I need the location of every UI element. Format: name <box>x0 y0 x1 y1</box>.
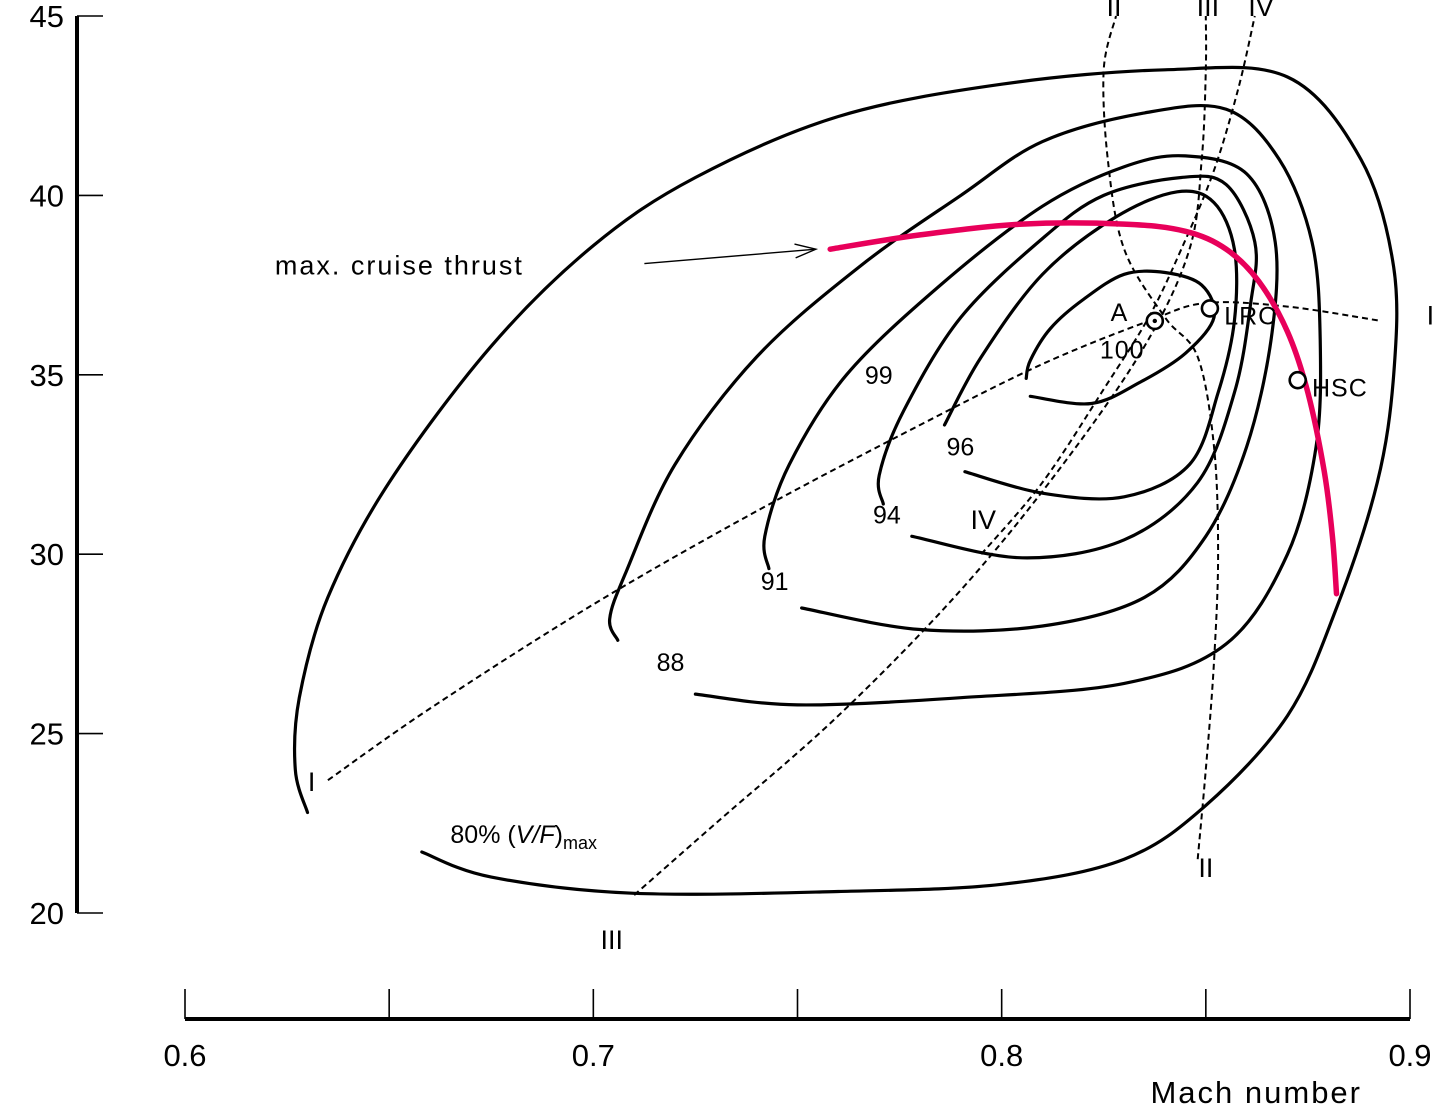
thrust-arrowhead <box>794 243 819 259</box>
x-tick-label: 0.9 <box>1388 1038 1431 1073</box>
point-marker-hsc <box>1288 370 1308 390</box>
contour-label-96: 96 <box>947 434 975 462</box>
point-label-hsc: HSC <box>1312 374 1368 402</box>
guide-label-IV-start: IV <box>971 505 997 535</box>
guide-lines <box>327 15 1382 896</box>
x-tick-label: 0.6 <box>163 1038 206 1073</box>
contour-91 <box>762 154 1279 633</box>
point-label-100: 100 <box>1100 337 1145 365</box>
guide-label-III-start: III <box>600 925 623 955</box>
max-cruise-thrust-label: max. cruise thrust <box>275 250 524 280</box>
guide-label-I-start: I <box>308 767 316 797</box>
contour-80 <box>292 65 1399 896</box>
contour-96 <box>942 189 1239 501</box>
point-center-a <box>1152 318 1157 324</box>
contour-99 <box>1024 269 1217 406</box>
contour-94 <box>876 174 1258 560</box>
guide-line-I <box>327 301 1382 782</box>
guide-label-IV-end: IV <box>1248 0 1274 22</box>
guide-label-I-end: I <box>1427 301 1435 331</box>
chart-labels: 80% (V/F)max8891949699IIIIIIIIIIIIIVIVma… <box>275 0 1434 955</box>
thrust-label-arrow <box>644 248 816 265</box>
y-tick-label: 25 <box>30 717 64 752</box>
axes: 20 25 30 35 40 45 0.6 0.7 0.8 0.9 Mach number <box>30 0 1432 1105</box>
contour-label-91: 91 <box>761 568 789 596</box>
point-marker-lrc <box>1200 299 1220 318</box>
guide-line-III <box>633 15 1208 896</box>
contour-label-80: 80% (V/F)max <box>450 821 597 853</box>
y-tick-label: 35 <box>30 358 64 393</box>
guide-label-II-end: II <box>1106 0 1121 22</box>
y-tick-label: 30 <box>30 537 64 572</box>
contour-label-99: 99 <box>865 362 893 390</box>
guide-label-II-start: II <box>1198 853 1213 883</box>
x-axis-title: Mach number <box>1150 1075 1362 1105</box>
max-cruise-thrust-line <box>827 220 1340 597</box>
y-tick-label: 40 <box>30 178 64 213</box>
contour-label-88: 88 <box>657 649 685 677</box>
contour-88 <box>607 104 1323 707</box>
y-tick-label: 45 <box>30 0 64 34</box>
guide-label-III-end: III <box>1197 0 1220 22</box>
contour-label-94: 94 <box>873 502 901 530</box>
point-label-a: A <box>1111 299 1129 327</box>
operating-points <box>1145 299 1308 390</box>
y-tick-label: 20 <box>30 896 64 931</box>
x-tick-label: 0.8 <box>980 1038 1023 1073</box>
contour-lines <box>292 65 1399 896</box>
guide-line-II <box>1102 15 1220 860</box>
x-tick-label: 0.7 <box>572 1038 615 1073</box>
guide-line-IV <box>980 15 1256 555</box>
point-label-lrc: LRC <box>1224 303 1277 331</box>
thrust-line-group <box>644 220 1340 597</box>
